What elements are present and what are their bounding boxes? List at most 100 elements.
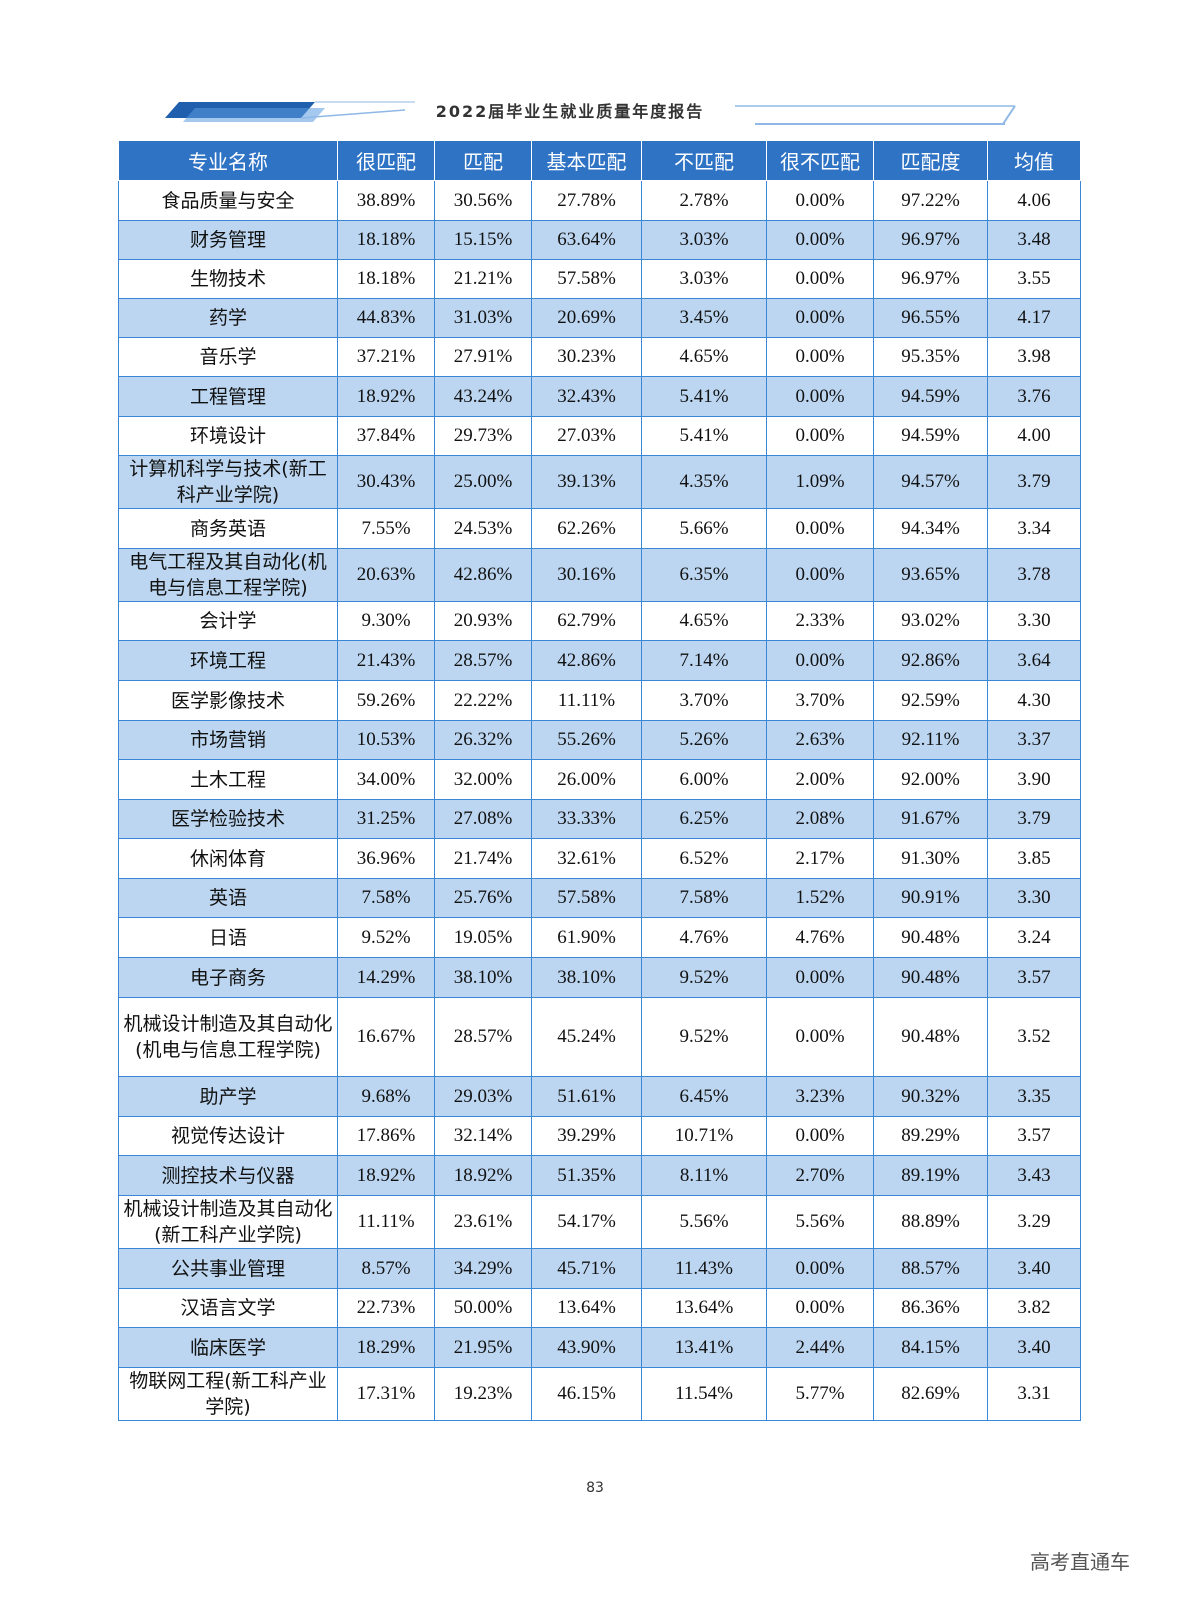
cell-mean: 3.31 bbox=[987, 1367, 1081, 1421]
cell-mismatch: 3.03% bbox=[641, 220, 767, 260]
cell-match-rate: 97.22% bbox=[873, 180, 988, 221]
cell-match: 27.91% bbox=[434, 337, 532, 377]
page-number: 83 bbox=[586, 1480, 604, 1496]
cell-mean: 3.34 bbox=[987, 508, 1081, 549]
cell-mean: 3.55 bbox=[987, 259, 1081, 299]
cell-major: 财务管理 bbox=[118, 220, 338, 260]
cell-basic-match: 46.15% bbox=[531, 1367, 642, 1421]
cell-basic-match: 55.26% bbox=[531, 720, 642, 760]
cell-very-match: 36.96% bbox=[337, 838, 435, 879]
col-header-match: 匹配 bbox=[434, 140, 532, 181]
cell-major: 会计学 bbox=[118, 601, 338, 641]
cell-mean: 3.85 bbox=[987, 838, 1081, 879]
page-header: 2022届毕业生就业质量年度报告 bbox=[165, 96, 1025, 130]
cell-mismatch: 4.65% bbox=[641, 337, 767, 377]
cell-mismatch: 9.52% bbox=[641, 997, 767, 1077]
cell-very-mismatch: 0.00% bbox=[766, 640, 874, 681]
cell-mismatch: 5.41% bbox=[641, 416, 767, 456]
cell-very-mismatch: 2.70% bbox=[766, 1155, 874, 1196]
cell-match: 42.86% bbox=[434, 548, 532, 602]
cell-very-mismatch: 0.00% bbox=[766, 298, 874, 338]
cell-mean: 3.37 bbox=[987, 720, 1081, 760]
cell-major: 公共事业管理 bbox=[118, 1248, 338, 1289]
cell-match-rate: 96.97% bbox=[873, 220, 988, 260]
cell-basic-match: 45.71% bbox=[531, 1248, 642, 1289]
cell-very-match: 7.55% bbox=[337, 508, 435, 549]
cell-match: 23.61% bbox=[434, 1195, 532, 1249]
cell-mean: 3.40 bbox=[987, 1327, 1081, 1368]
cell-mean: 3.76 bbox=[987, 376, 1081, 417]
cell-basic-match: 57.58% bbox=[531, 878, 642, 918]
cell-match: 22.22% bbox=[434, 680, 532, 721]
cell-mismatch: 5.56% bbox=[641, 1195, 767, 1249]
cell-major: 生物技术 bbox=[118, 259, 338, 299]
cell-match: 32.14% bbox=[434, 1116, 532, 1156]
cell-very-mismatch: 3.70% bbox=[766, 680, 874, 721]
cell-match-rate: 92.59% bbox=[873, 680, 988, 721]
table-row: 食品质量与安全 38.89% 30.56% 27.78% 2.78% 0.00% 97.22… bbox=[118, 180, 1081, 221]
cell-match: 21.21% bbox=[434, 259, 532, 299]
table-row: 视觉传达设计 17.86% 32.14% 39.29% 10.71% 0.00% 89.29… bbox=[118, 1116, 1081, 1156]
cell-mean: 3.64 bbox=[987, 640, 1081, 681]
cell-major: 药学 bbox=[118, 298, 338, 338]
cell-very-match: 17.31% bbox=[337, 1367, 435, 1421]
cell-very-match: 9.52% bbox=[337, 917, 435, 958]
cell-major: 临床医学 bbox=[118, 1327, 338, 1368]
cell-match-rate: 90.48% bbox=[873, 957, 988, 998]
cell-very-mismatch: 3.23% bbox=[766, 1076, 874, 1117]
cell-mismatch: 6.00% bbox=[641, 759, 767, 800]
cell-basic-match: 45.24% bbox=[531, 997, 642, 1077]
table-row: 药学 44.83% 31.03% 20.69% 3.45% 0.00% 96.55% 4.17 bbox=[118, 298, 1081, 338]
cell-match: 27.08% bbox=[434, 799, 532, 839]
cell-very-mismatch: 0.00% bbox=[766, 957, 874, 998]
col-header-match-rate: 匹配度 bbox=[873, 140, 988, 181]
cell-very-mismatch: 0.00% bbox=[766, 180, 874, 221]
cell-mean: 3.82 bbox=[987, 1288, 1081, 1328]
cell-mean: 3.43 bbox=[987, 1155, 1081, 1196]
cell-mismatch: 2.78% bbox=[641, 180, 767, 221]
header-decoration bbox=[165, 101, 1016, 125]
table-row: 环境设计 37.84% 29.73% 27.03% 5.41% 0.00% 94.59% 4.… bbox=[118, 416, 1081, 456]
cell-mismatch: 13.41% bbox=[641, 1327, 767, 1368]
cell-match: 30.56% bbox=[434, 180, 532, 221]
cell-very-match: 17.86% bbox=[337, 1116, 435, 1156]
cell-very-mismatch: 2.44% bbox=[766, 1327, 874, 1368]
cell-mismatch: 4.76% bbox=[641, 917, 767, 958]
cell-basic-match: 30.23% bbox=[531, 337, 642, 377]
cell-major: 计算机科学与技术(新工科产业学院) bbox=[118, 455, 338, 509]
cell-mean: 3.57 bbox=[987, 957, 1081, 998]
cell-major: 工程管理 bbox=[118, 376, 338, 417]
cell-basic-match: 39.29% bbox=[531, 1116, 642, 1156]
cell-very-match: 14.29% bbox=[337, 957, 435, 998]
cell-major: 休闲体育 bbox=[118, 838, 338, 879]
cell-very-match: 22.73% bbox=[337, 1288, 435, 1328]
cell-mismatch: 6.52% bbox=[641, 838, 767, 879]
cell-major: 土木工程 bbox=[118, 759, 338, 800]
watermark: 高考直通车 bbox=[1030, 1550, 1130, 1574]
table-row: 音乐学 37.21% 27.91% 30.23% 4.65% 0.00% 95.35% 3.9… bbox=[118, 337, 1081, 377]
table-row: 英语 7.58% 25.76% 57.58% 7.58% 1.52% 90.91% 3.30 bbox=[118, 878, 1081, 918]
col-header-basic-match: 基本匹配 bbox=[531, 140, 642, 181]
table-row: 会计学 9.30% 20.93% 62.79% 4.65% 2.33% 93.02% 3.30 bbox=[118, 601, 1081, 641]
cell-mismatch: 4.65% bbox=[641, 601, 767, 641]
table-row: 商务英语 7.55% 24.53% 62.26% 5.66% 0.00% 94.34% 3.3… bbox=[118, 508, 1081, 549]
cell-very-match: 10.53% bbox=[337, 720, 435, 760]
cell-basic-match: 11.11% bbox=[531, 680, 642, 721]
cell-very-match: 18.18% bbox=[337, 220, 435, 260]
col-header-mean: 均值 bbox=[987, 140, 1081, 181]
cell-mean: 4.06 bbox=[987, 180, 1081, 221]
table-row: 助产学 9.68% 29.03% 51.61% 6.45% 3.23% 90.32% 3.35 bbox=[118, 1076, 1081, 1117]
cell-match-rate: 92.00% bbox=[873, 759, 988, 800]
cell-major: 环境工程 bbox=[118, 640, 338, 681]
cell-mean: 3.98 bbox=[987, 337, 1081, 377]
cell-very-match: 7.58% bbox=[337, 878, 435, 918]
cell-mismatch: 5.66% bbox=[641, 508, 767, 549]
cell-very-mismatch: 1.52% bbox=[766, 878, 874, 918]
cell-basic-match: 13.64% bbox=[531, 1288, 642, 1328]
cell-very-match: 31.25% bbox=[337, 799, 435, 839]
cell-basic-match: 63.64% bbox=[531, 220, 642, 260]
cell-match: 29.03% bbox=[434, 1076, 532, 1117]
cell-basic-match: 61.90% bbox=[531, 917, 642, 958]
cell-mean: 3.48 bbox=[987, 220, 1081, 260]
cell-mismatch: 6.45% bbox=[641, 1076, 767, 1117]
